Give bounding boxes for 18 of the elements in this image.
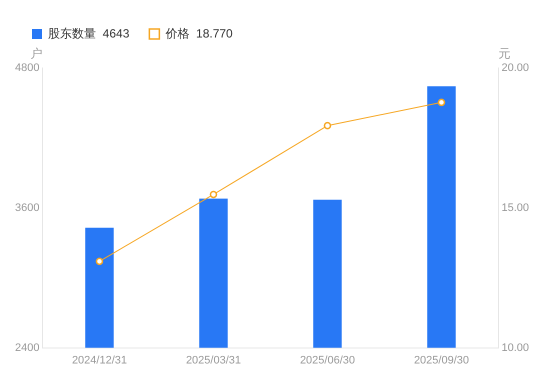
legend-label: 股东数量 4643 (48, 26, 130, 40)
x-tick-label: 2024/12/31 (72, 354, 127, 366)
y2-tick-label: 10.00 (501, 342, 530, 354)
point (324, 122, 332, 130)
y-tick-label: 3600 (14, 202, 40, 214)
y-tick-label: 4800 (14, 62, 40, 74)
legend-label: 价格 18.770 (164, 26, 234, 40)
point (96, 258, 104, 266)
x-tick-label: 2025/06/30 (300, 354, 356, 366)
x-tick-label: 2025/09/30 (414, 354, 470, 366)
y-tick-label: 2400 (14, 342, 40, 354)
x-tick-label: 2025/03/31 (186, 354, 242, 366)
point (438, 98, 446, 106)
y-axis-title: 户 (30, 46, 42, 60)
point (210, 190, 218, 198)
y2-tick-label: 20.00 (501, 62, 530, 74)
y2-axis-title: 元 (498, 46, 510, 60)
y2-tick-label: 15.00 (501, 202, 530, 214)
